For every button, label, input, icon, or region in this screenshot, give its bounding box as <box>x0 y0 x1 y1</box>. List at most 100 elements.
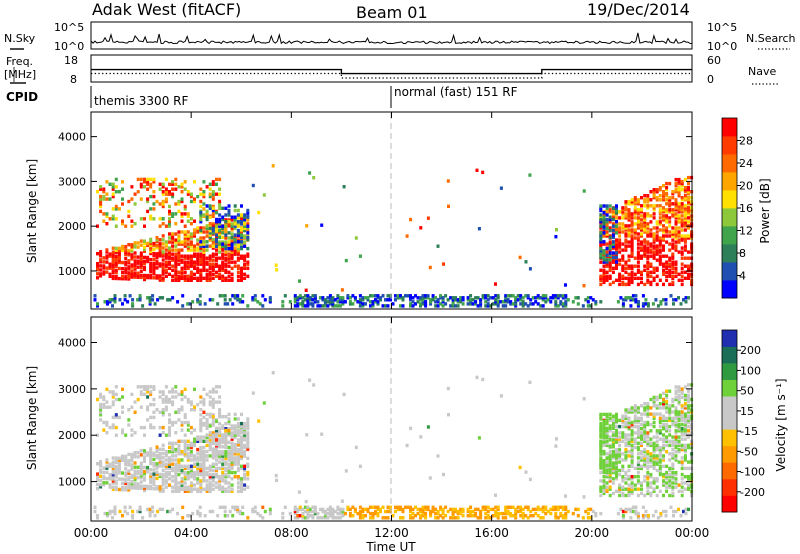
power-cell <box>230 254 234 258</box>
velocity-cell <box>174 468 178 473</box>
power-cell <box>306 294 310 298</box>
power-y-tick-label: 2000 <box>58 220 86 233</box>
power-cell <box>627 264 631 268</box>
velocity-cell <box>133 482 137 486</box>
velocity-cell <box>649 464 653 468</box>
power-cell <box>114 270 118 275</box>
power-cell <box>246 235 250 240</box>
velocity-cell <box>139 425 143 430</box>
power-cell <box>662 192 665 196</box>
power-cell <box>311 304 315 308</box>
velocity-cell <box>652 404 656 408</box>
power-cell <box>123 298 127 302</box>
velocity-cell <box>146 387 150 391</box>
velocity-cell <box>633 420 637 425</box>
power-cell <box>127 209 131 214</box>
power-cell <box>627 214 631 218</box>
power-cell <box>168 182 171 186</box>
velocity-cell <box>677 424 681 429</box>
power-cell <box>96 224 99 228</box>
velocity-cell <box>630 450 634 454</box>
velocity-cell <box>218 479 222 483</box>
velocity-cell <box>313 507 317 512</box>
power-cell <box>240 222 243 226</box>
velocity-cell <box>658 416 662 420</box>
power-cell <box>646 240 650 244</box>
power-cell <box>189 244 193 248</box>
velocity-cell <box>233 431 237 435</box>
power-cell <box>341 302 345 306</box>
power-cell <box>236 238 240 242</box>
power-cell <box>627 278 631 282</box>
power-cell <box>627 228 631 232</box>
power-cell <box>608 276 612 280</box>
velocity-cell <box>114 456 118 460</box>
velocity-cell <box>253 505 257 509</box>
velocity-cell <box>611 449 615 454</box>
power-cell <box>149 263 153 268</box>
velocity-cell <box>599 463 603 468</box>
velocity-cell <box>646 420 650 425</box>
velocity-cell <box>186 472 190 477</box>
velocity-cell <box>155 455 159 460</box>
velocity-cell <box>143 457 146 461</box>
power-cell <box>424 302 428 306</box>
velocity-cell <box>627 477 631 481</box>
power-cell <box>652 246 656 250</box>
velocity-cell <box>630 408 634 412</box>
power-cell <box>333 298 337 302</box>
velocity-cell <box>251 391 255 395</box>
noise-panel: N.Sky 10^5 10^0 10^5 10^0 N.Search <box>4 21 796 53</box>
power-cell <box>233 233 237 237</box>
velocity-cell <box>171 507 175 512</box>
velocity-cell <box>627 427 631 431</box>
velocity-cell <box>246 424 250 428</box>
power-cell <box>646 274 650 278</box>
power-cell <box>130 249 134 253</box>
velocity-cell <box>561 514 565 518</box>
velocity-cell <box>246 440 250 444</box>
power-cell <box>138 298 142 302</box>
velocity-cell <box>158 487 162 491</box>
power-cell <box>640 196 643 200</box>
velocity-cell <box>221 458 225 462</box>
velocity-cell <box>174 385 178 389</box>
velocity-cell <box>646 422 650 427</box>
velocity-cell <box>205 485 209 489</box>
power-cell <box>640 214 643 218</box>
velocity-cell <box>99 478 103 483</box>
velocity-cell <box>662 399 665 404</box>
power-cell <box>615 251 618 255</box>
power-cell <box>152 254 156 258</box>
power-cell <box>105 214 109 218</box>
velocity-cell <box>158 425 162 430</box>
velocity-cell <box>475 375 479 380</box>
velocity-cell <box>304 499 308 504</box>
power-cell <box>421 294 425 298</box>
velocity-cell <box>156 509 160 514</box>
power-colorbar-tick-label: 12 <box>739 225 753 238</box>
power-cell <box>114 260 118 265</box>
power-cell <box>374 298 377 302</box>
power-cell <box>96 268 99 272</box>
power-cell <box>643 228 647 232</box>
power-cell <box>241 300 245 304</box>
velocity-cell <box>662 454 665 458</box>
velocity-cell <box>199 489 203 493</box>
power-cell <box>186 276 190 280</box>
power-cell <box>236 296 240 300</box>
velocity-cell <box>665 418 669 423</box>
power-cell <box>658 240 662 244</box>
velocity-cell <box>246 427 250 431</box>
velocity-cell <box>96 433 99 437</box>
velocity-cell <box>369 505 372 509</box>
velocity-cell <box>233 462 237 466</box>
velocity-cell <box>442 472 445 477</box>
velocity-cell <box>177 481 181 485</box>
power-cell <box>662 210 665 214</box>
velocity-cell <box>155 472 159 476</box>
velocity-cell <box>161 443 165 447</box>
velocity-cell <box>117 487 121 492</box>
power-cell <box>168 298 172 302</box>
power-cell <box>655 282 659 287</box>
